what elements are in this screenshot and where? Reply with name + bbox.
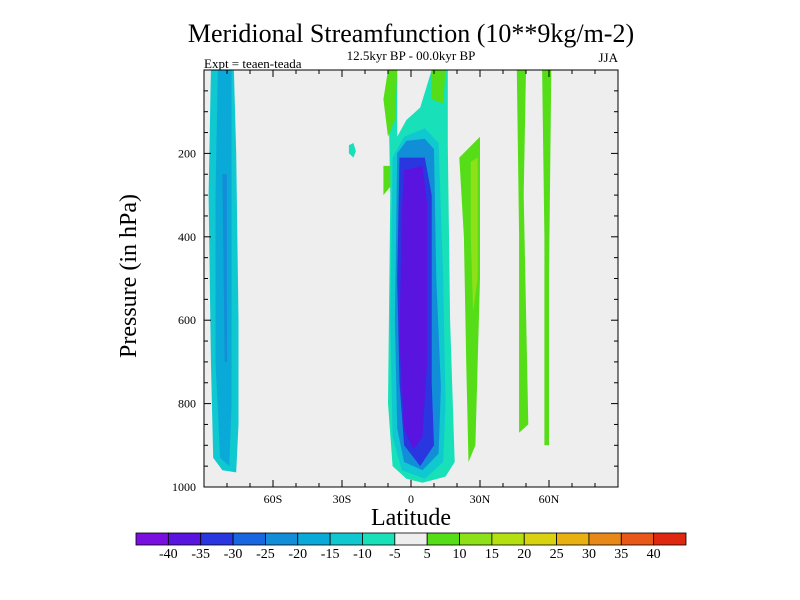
chart-subtitle: 12.5kyr BP - 00.0kyr BP	[347, 48, 476, 63]
x-tick-label: 60N	[539, 492, 560, 506]
colorbar-swatch	[653, 532, 687, 546]
contour-nh-subtropical-core	[470, 157, 478, 312]
colorbar-swatch	[394, 532, 428, 546]
colorbar-swatch	[556, 532, 590, 546]
y-tick-label: 600	[178, 313, 196, 327]
colorbar-label: 10	[453, 547, 467, 562]
contour-sh-cell-core	[222, 174, 227, 362]
colorbar-swatch	[459, 532, 493, 546]
contour-nh-green-col-b	[431, 70, 446, 104]
colorbar-swatch	[588, 532, 622, 546]
contour-nh-green-c	[383, 165, 391, 196]
colorbar-swatch	[232, 532, 266, 546]
colorbar: -40 -35 -30 -25 -20 -15 -10 -5 5 10 15 20 25 30 35 40	[135, 532, 687, 562]
colorbar-swatch	[523, 532, 557, 546]
y-tick-label: 200	[178, 146, 196, 160]
colorbar-label: -15	[321, 547, 340, 562]
colorbar-swatch	[200, 532, 234, 546]
contour-sh-subtropic-blob	[348, 143, 356, 158]
x-axis: 60S 30S 0 30N 60N	[226, 70, 596, 506]
colorbar-label: 20	[517, 547, 531, 562]
colorbar-swatch	[491, 532, 525, 546]
colorbar-label: 5	[424, 547, 431, 562]
colorbar-swatch	[297, 532, 331, 546]
colorbar-swatch	[426, 532, 460, 546]
colorbar-label: 25	[550, 547, 564, 562]
contour-tropical-cell-core	[399, 165, 428, 450]
colorbar-label: -20	[288, 547, 307, 562]
experiment-label: Expt = teaen-teada	[204, 56, 302, 71]
colorbar-swatch	[135, 532, 169, 546]
colorbar-label: 40	[647, 547, 661, 562]
colorbar-label: -5	[389, 547, 401, 562]
contour-nh-midlat-strip-b	[542, 70, 552, 446]
x-tick-label: 30N	[470, 492, 491, 506]
chart-title: Meridional Streamfunction (10**9kg/m-2)	[188, 19, 634, 48]
colorbar-label: -35	[191, 547, 210, 562]
y-tick-label: 800	[178, 397, 196, 411]
x-axis-label: Latitude	[371, 505, 451, 531]
colorbar-label: 30	[582, 547, 596, 562]
colorbar-label: 35	[614, 547, 628, 562]
colorbar-label: 15	[485, 547, 499, 562]
y-tick-label: 1000	[172, 480, 196, 494]
colorbar-swatch	[167, 532, 202, 546]
y-axis-label: Pressure (in hPa)	[116, 194, 142, 358]
x-tick-label: 0	[408, 492, 414, 506]
colorbar-swatch	[362, 532, 396, 546]
season-label: JJA	[598, 50, 618, 65]
y-tick-label: 400	[178, 230, 196, 244]
contour-nh-green-col-a	[383, 70, 398, 137]
colorbar-label: -30	[224, 547, 243, 562]
x-tick-label: 30S	[333, 492, 352, 506]
y-axis: 200 400 600 800 1000	[172, 90, 618, 494]
colorbar-label: -10	[353, 547, 372, 562]
colorbar-swatch	[265, 532, 299, 546]
colorbar-swatch	[329, 532, 363, 546]
plot-area	[203, 69, 619, 488]
colorbar-label: -25	[256, 547, 275, 562]
x-tick-label: 60S	[264, 492, 283, 506]
colorbar-swatch	[620, 532, 655, 546]
colorbar-label: -40	[159, 547, 178, 562]
contour-nh-midlat-strip-a	[516, 70, 529, 433]
